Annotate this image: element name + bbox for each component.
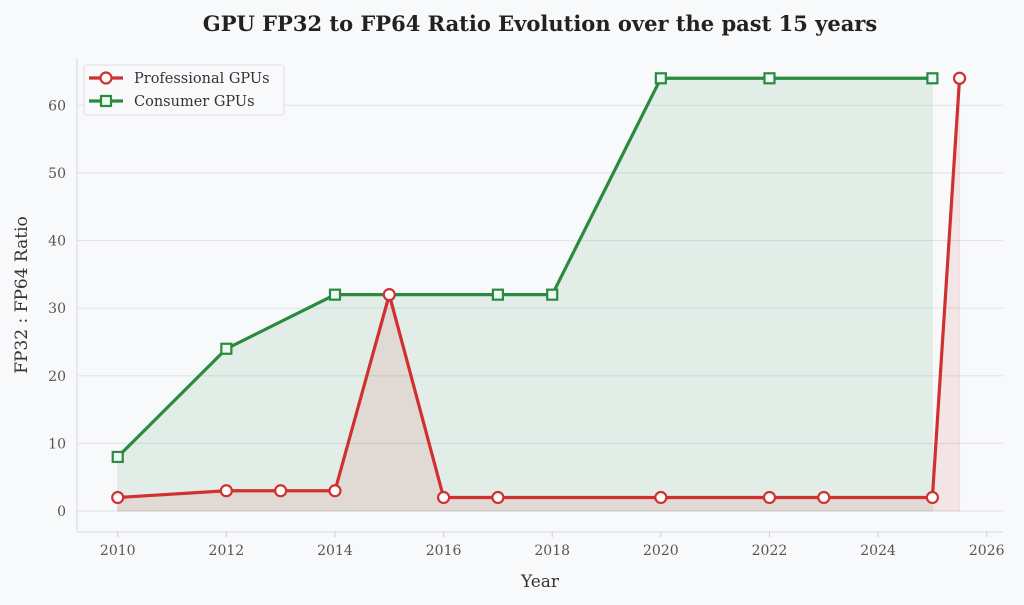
legend-marker xyxy=(99,71,113,85)
x-tick-label: 2016 xyxy=(426,543,462,559)
data-point-professional-gpus xyxy=(952,71,967,85)
data-point-professional-gpus xyxy=(111,490,125,505)
chart-title: GPU FP32 to FP64 Ratio Evolution over th… xyxy=(203,11,877,36)
y-tick-label: 0 xyxy=(57,504,66,520)
y-axis-label: FP32 : FP64 Ratio xyxy=(12,216,32,374)
data-point-consumer-gpus xyxy=(926,72,939,85)
x-axis-label: Year xyxy=(520,572,560,592)
x-tick-label: 2012 xyxy=(209,543,245,559)
data-point-professional-gpus xyxy=(762,490,777,505)
legend-label: Consumer GPUs xyxy=(134,94,255,110)
data-point-professional-gpus xyxy=(925,490,939,505)
line-professional-gpus xyxy=(117,78,962,500)
data-point-consumer-gpus xyxy=(220,342,233,355)
data-point-professional-gpus xyxy=(274,484,288,498)
line-consumer-gpus xyxy=(116,76,933,459)
legend-label: Professional GPUs xyxy=(134,71,270,87)
y-tick-label: 10 xyxy=(48,436,66,452)
data-point-professional-gpus xyxy=(382,288,396,302)
y-tick-label: 50 xyxy=(48,166,66,182)
data-point-professional-gpus xyxy=(219,484,233,498)
x-tick-label: 2010 xyxy=(100,543,136,559)
data-point-professional-gpus xyxy=(491,490,505,505)
legend-box xyxy=(83,64,285,116)
x-tick-label: 2020 xyxy=(643,543,679,559)
data-point-consumer-gpus xyxy=(763,72,776,85)
y-tick-label: 40 xyxy=(48,234,66,250)
data-point-professional-gpus xyxy=(654,490,668,505)
x-tick-label: 2014 xyxy=(317,543,353,559)
data-point-consumer-gpus xyxy=(111,450,124,464)
legend-marker xyxy=(99,94,113,108)
y-tick-label: 60 xyxy=(48,98,66,114)
data-point-consumer-gpus xyxy=(546,288,559,301)
data-point-consumer-gpus xyxy=(328,288,342,301)
data-point-professional-gpus xyxy=(817,490,831,505)
data-point-professional-gpus xyxy=(328,484,342,498)
x-tick-label: 2026 xyxy=(969,543,1005,559)
x-tick-label: 2024 xyxy=(860,543,896,559)
data-point-consumer-gpus xyxy=(491,288,505,301)
data-point-consumer-gpus xyxy=(654,72,667,85)
legend: Professional GPUs Consumer GPUs xyxy=(83,64,285,116)
x-tick-label: 2022 xyxy=(752,543,788,559)
y-tick-label: 20 xyxy=(48,369,66,385)
data-point-professional-gpus xyxy=(436,490,451,505)
x-tick-label: 2018 xyxy=(534,543,570,559)
y-tick-label: 30 xyxy=(48,301,66,317)
